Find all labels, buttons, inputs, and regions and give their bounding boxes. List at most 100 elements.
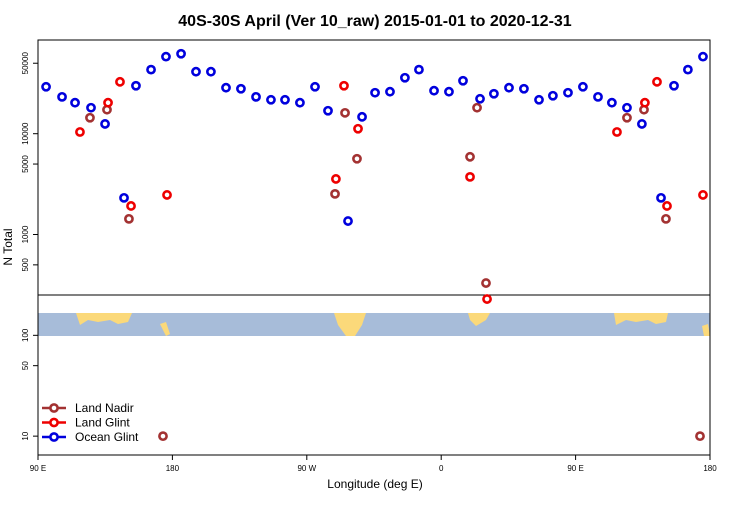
point <box>698 190 708 200</box>
y-tick-label: 50000 <box>21 52 30 75</box>
land <box>468 313 490 326</box>
point <box>662 201 672 211</box>
point <box>126 201 136 211</box>
point <box>656 192 666 203</box>
land <box>76 313 132 325</box>
y-tick-label: 100 <box>21 328 30 342</box>
point <box>323 105 333 116</box>
point <box>100 119 110 129</box>
series <box>75 76 708 304</box>
point <box>353 123 363 134</box>
point <box>504 82 514 93</box>
land <box>160 322 170 336</box>
point <box>481 278 491 288</box>
point <box>131 80 141 91</box>
legend-label: Land Glint <box>75 416 130 430</box>
x-tick-label: 180 <box>166 464 180 473</box>
point <box>612 127 622 137</box>
point <box>639 97 650 108</box>
point <box>682 64 693 75</box>
y-tick-label: 500 <box>21 258 30 272</box>
land <box>334 313 366 336</box>
point <box>444 86 454 97</box>
point <box>400 72 410 83</box>
point <box>465 171 475 182</box>
point <box>519 83 529 94</box>
y-tick-label: 5000 <box>21 155 30 173</box>
point <box>295 97 305 108</box>
point <box>661 213 671 224</box>
map-strip <box>38 313 710 336</box>
point <box>370 87 380 98</box>
point <box>162 190 172 200</box>
plot-frame <box>37 39 711 456</box>
x-tick-label: 90 E <box>30 464 46 473</box>
legend-label: Land Nadir <box>75 401 134 415</box>
point <box>266 94 276 105</box>
point <box>161 51 171 62</box>
y-tick-label: 50 <box>21 361 30 370</box>
point <box>475 93 485 104</box>
point <box>339 80 349 91</box>
point <box>115 76 125 87</box>
x-tick-label: 180 <box>703 464 717 473</box>
point <box>482 294 492 304</box>
point <box>176 48 186 59</box>
point <box>41 81 51 92</box>
point <box>70 97 80 108</box>
x-tick-label: 0 <box>439 464 444 473</box>
point <box>465 151 475 162</box>
point <box>593 91 603 102</box>
point <box>103 97 113 108</box>
point <box>119 192 129 203</box>
point <box>472 102 482 113</box>
series <box>41 48 708 226</box>
point <box>352 153 362 164</box>
point <box>622 102 632 113</box>
point <box>637 119 647 129</box>
point <box>669 80 679 91</box>
point <box>251 91 261 102</box>
y-tick-label: 10 <box>21 431 30 440</box>
point <box>191 66 201 77</box>
legend-marker <box>49 417 59 428</box>
point <box>563 87 573 98</box>
point <box>534 94 544 105</box>
point <box>548 90 558 101</box>
point <box>489 88 499 99</box>
point <box>357 111 367 122</box>
point <box>124 213 134 224</box>
point <box>86 102 96 113</box>
y-tick-label: 1000 <box>21 225 30 243</box>
point <box>343 216 353 226</box>
point <box>146 64 156 75</box>
y-axis-title: N Total <box>1 228 15 265</box>
ocean-band <box>38 313 710 336</box>
point <box>458 75 468 86</box>
point <box>85 112 95 123</box>
point <box>340 107 350 118</box>
point <box>221 82 231 93</box>
legend-marker <box>49 403 59 413</box>
land <box>702 324 710 336</box>
point <box>578 81 588 92</box>
point <box>695 431 705 442</box>
point <box>698 51 708 62</box>
point <box>280 94 290 105</box>
y-tick-label: 10000 <box>21 122 30 145</box>
point <box>236 83 246 94</box>
point <box>622 112 632 123</box>
point <box>385 86 395 97</box>
x-tick-label: 90 E <box>567 464 583 473</box>
point <box>429 85 439 96</box>
series <box>85 102 705 442</box>
chart-title: 40S-30S April (Ver 10_raw) 2015-01-01 to… <box>178 13 572 30</box>
point <box>330 188 340 199</box>
point <box>57 91 67 102</box>
point <box>414 64 424 75</box>
land <box>614 313 668 325</box>
point <box>158 431 168 442</box>
x-tick-label: 90 W <box>297 464 316 473</box>
x-axis-title: Longitude (deg E) <box>327 477 422 491</box>
